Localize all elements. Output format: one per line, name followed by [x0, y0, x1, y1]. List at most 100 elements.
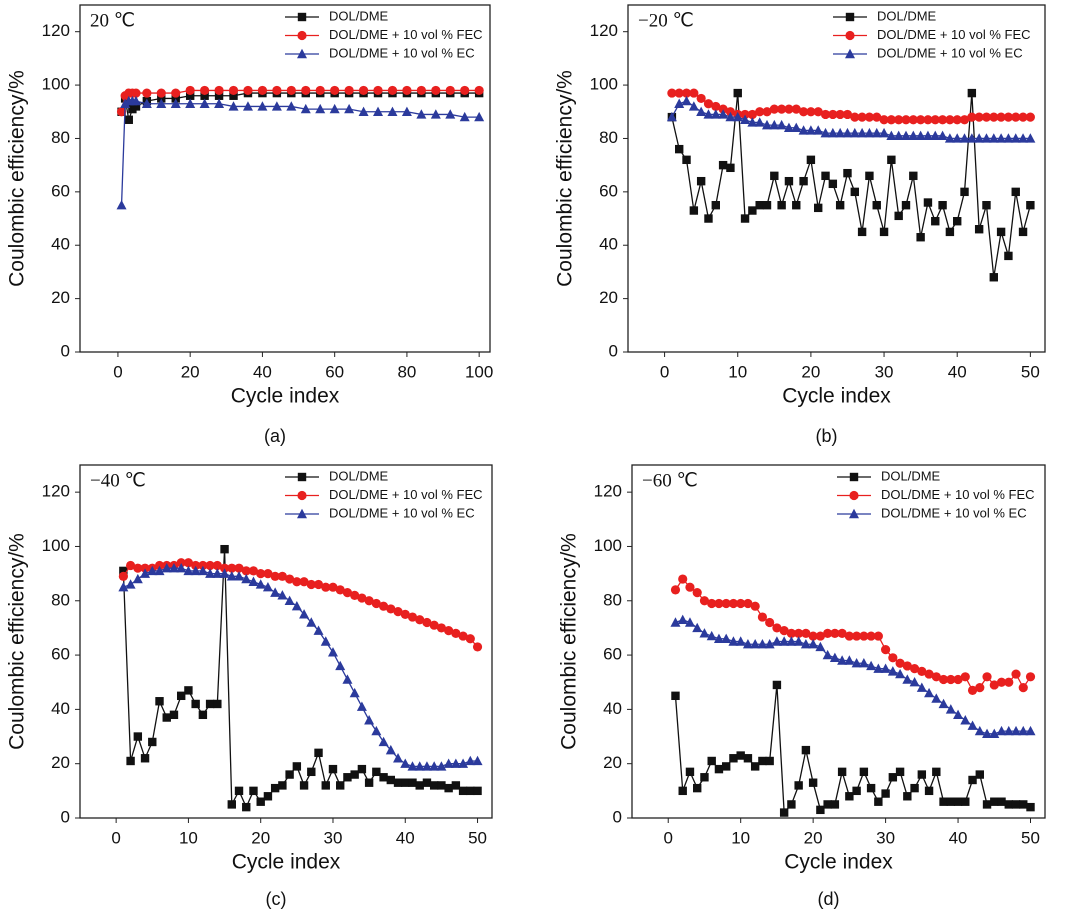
marker	[901, 115, 911, 125]
marker	[736, 751, 745, 760]
marker	[791, 122, 802, 132]
marker	[227, 563, 237, 573]
legend-label: DOL/DME + 10 vol % FEC	[881, 487, 1035, 502]
marker	[185, 85, 195, 96]
marker	[945, 115, 955, 125]
marker	[967, 720, 978, 730]
y-tick-label: 20	[51, 288, 70, 307]
marker	[699, 596, 710, 606]
marker	[256, 797, 265, 806]
marker	[967, 88, 977, 98]
legend-marker	[845, 12, 855, 22]
marker	[711, 101, 721, 112]
marker	[343, 773, 352, 782]
legend-marker	[849, 508, 859, 519]
marker	[909, 171, 918, 181]
y-axis-label: Coulombic efficiency/%	[554, 70, 577, 287]
marker	[967, 112, 977, 122]
y-tick-label: 80	[51, 128, 70, 147]
marker	[393, 778, 403, 787]
marker	[888, 653, 898, 663]
marker	[286, 101, 297, 111]
marker	[685, 767, 695, 777]
marker	[677, 614, 688, 624]
marker	[842, 127, 853, 138]
marker	[721, 762, 731, 771]
marker	[706, 630, 717, 641]
marker	[474, 85, 484, 96]
y-axis-label: Coulombic efficiency/%	[558, 533, 581, 750]
marker	[704, 214, 713, 223]
marker	[157, 94, 166, 103]
marker	[801, 745, 811, 755]
y-tick-label: 120	[590, 21, 618, 40]
marker	[820, 109, 831, 120]
panel-caption: (c)	[266, 889, 287, 909]
y-tick-label: 40	[603, 699, 622, 718]
marker	[945, 704, 956, 714]
y-axis-label: Coulombic efficiency/%	[6, 533, 29, 750]
marker	[185, 91, 195, 100]
marker	[805, 125, 816, 135]
marker	[806, 107, 816, 117]
marker	[989, 273, 998, 282]
marker	[292, 577, 302, 587]
x-axis-label: Cycle index	[784, 851, 893, 874]
x-axis-label: Cycle index	[232, 851, 341, 874]
marker	[725, 107, 736, 117]
marker	[378, 736, 389, 747]
legend-marker	[297, 490, 307, 501]
marker	[1004, 251, 1013, 261]
marker	[901, 200, 911, 210]
marker	[923, 198, 933, 207]
marker	[168, 562, 179, 573]
marker	[975, 770, 984, 779]
marker	[666, 111, 677, 122]
marker	[429, 620, 439, 630]
marker	[726, 163, 735, 173]
marker	[808, 639, 819, 649]
marker	[917, 666, 927, 676]
marker	[344, 103, 355, 114]
marker	[872, 200, 881, 210]
panel: 0 10 20 30 40 50 0 20 40 60 80 100 120 Cycle index Cou…	[6, 464, 493, 909]
x-tick-label: 50	[468, 828, 487, 847]
marker	[903, 792, 912, 801]
marker	[430, 109, 441, 119]
marker	[401, 778, 410, 787]
marker	[798, 125, 809, 135]
marker	[932, 767, 941, 777]
marker	[959, 115, 970, 125]
marker	[733, 88, 742, 98]
marker	[966, 133, 977, 143]
marker	[830, 628, 840, 638]
marker	[997, 797, 1006, 806]
marker	[881, 789, 890, 798]
marker	[156, 88, 166, 98]
x-tick-label: 10	[179, 828, 198, 847]
marker	[909, 677, 920, 687]
marker	[402, 85, 412, 96]
marker	[866, 631, 876, 641]
marker	[808, 778, 818, 787]
marker	[234, 571, 245, 581]
marker	[740, 109, 750, 120]
marker	[321, 582, 331, 592]
marker	[772, 623, 782, 633]
marker	[916, 233, 925, 242]
marker	[176, 562, 187, 573]
marker	[851, 658, 862, 668]
x-tick-label: 80	[397, 362, 416, 381]
marker	[140, 568, 151, 578]
marker	[242, 802, 251, 812]
marker	[262, 581, 273, 592]
marker	[459, 111, 470, 122]
marker	[990, 797, 999, 806]
marker	[748, 206, 757, 215]
marker	[465, 755, 476, 766]
legend-label: DOL/DME	[329, 8, 389, 23]
x-tick-label: 10	[731, 828, 750, 847]
marker	[938, 674, 949, 685]
marker	[821, 171, 830, 181]
marker	[938, 698, 949, 709]
